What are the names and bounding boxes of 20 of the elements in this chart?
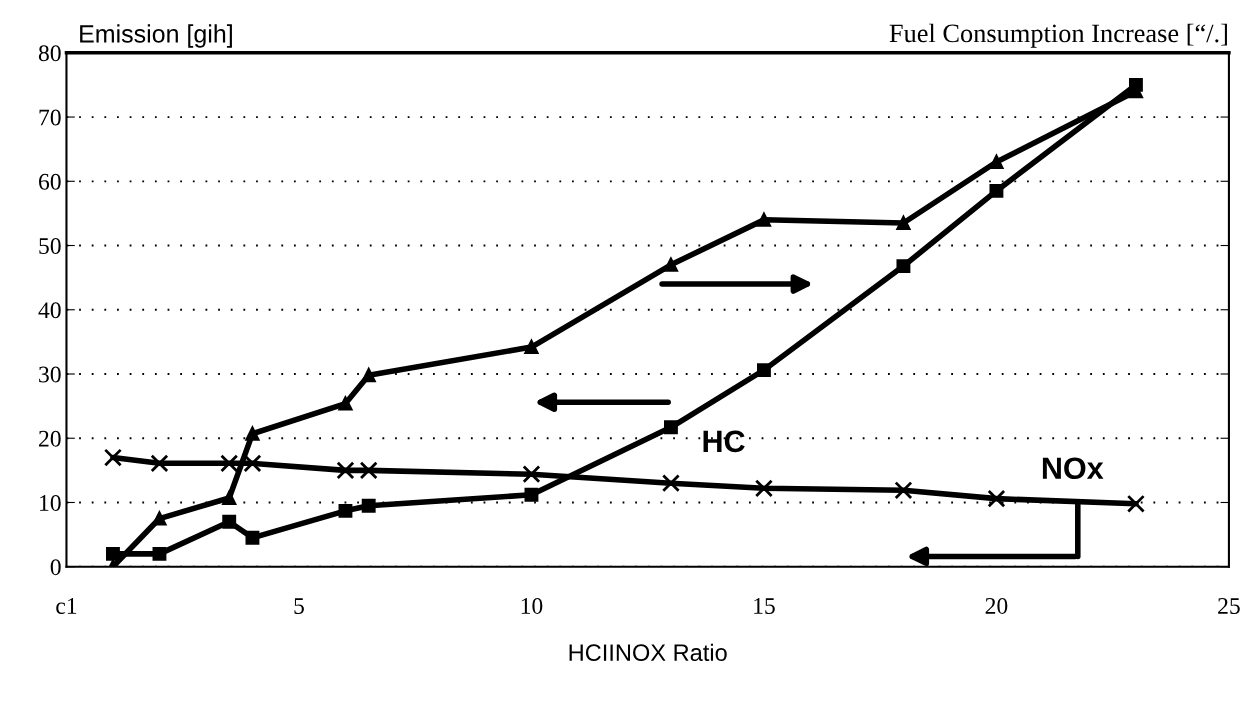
y-axis-title: Emission [gih] <box>80 24 232 48</box>
y-tick-label: 30 <box>39 366 61 383</box>
x-tick-label: 25 <box>1218 598 1240 614</box>
y-tick-label: 60 <box>39 173 61 190</box>
y2-axis-title: Fuel Consumption Increase [“/.] <box>889 23 1227 48</box>
y-tick-label: 10 <box>40 494 61 511</box>
y-tick-label: 0 <box>50 559 61 576</box>
x-axis-title: HCIINOX Ratio <box>569 643 727 662</box>
y-tick-label: 80 <box>38 45 61 62</box>
x-tick-label: 15 <box>754 598 775 614</box>
series-label: NOx <box>1042 457 1104 480</box>
y-tick-label: 70 <box>39 109 61 126</box>
series-label: HC <box>703 430 745 453</box>
x-tick-label: c1 <box>56 598 77 614</box>
x-tick-label: 20 <box>985 597 1008 614</box>
y-tick-label: 50 <box>39 238 61 254</box>
y-tick-label: 20 <box>39 430 61 447</box>
x-tick-label: 10 <box>521 597 543 614</box>
x-tick-label: 5 <box>294 598 304 614</box>
y-tick-label: 40 <box>38 302 61 319</box>
